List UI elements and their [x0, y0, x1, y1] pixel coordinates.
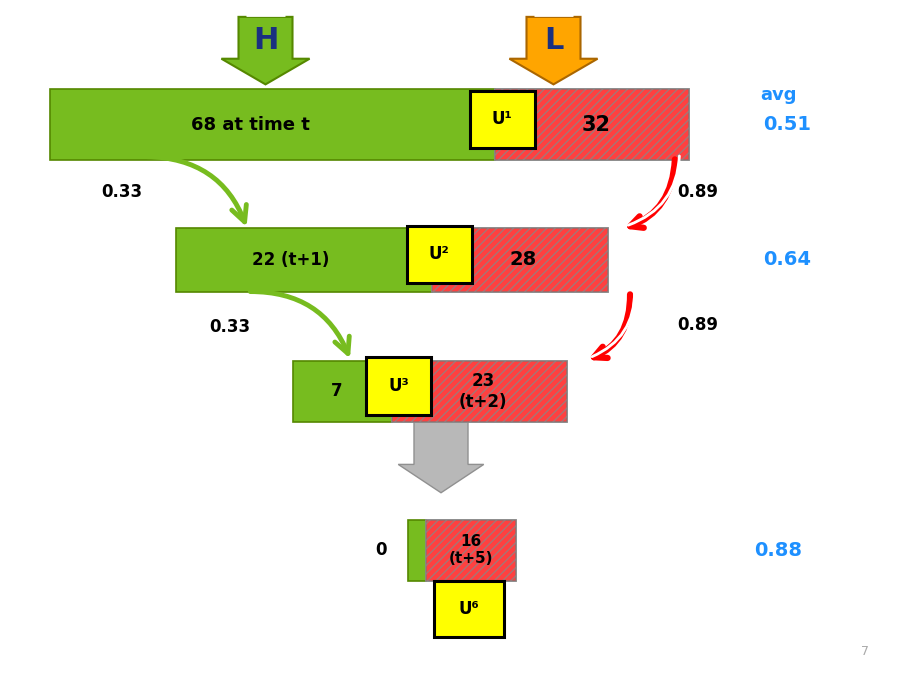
FancyBboxPatch shape [434, 581, 504, 637]
Text: U⁶: U⁶ [458, 600, 480, 618]
Bar [408, 520, 426, 580]
Text: L: L [544, 26, 563, 55]
FancyBboxPatch shape [407, 225, 472, 284]
Bar [176, 228, 432, 292]
FancyArrow shape [398, 418, 484, 493]
Text: 28: 28 [509, 250, 537, 269]
Bar [495, 90, 688, 161]
Text: U³: U³ [388, 377, 410, 395]
Bar [292, 361, 392, 422]
Text: U²: U² [428, 246, 450, 263]
Text: avg: avg [760, 86, 797, 103]
Text: 32: 32 [581, 115, 610, 135]
Text: 7: 7 [331, 383, 343, 400]
FancyBboxPatch shape [366, 358, 431, 414]
Text: U¹: U¹ [491, 111, 513, 128]
Text: 7: 7 [860, 645, 868, 658]
Text: 0.51: 0.51 [763, 115, 811, 134]
Text: 0.89: 0.89 [678, 184, 719, 201]
Bar [50, 90, 495, 161]
Bar [426, 520, 516, 580]
Bar [495, 90, 688, 161]
FancyArrow shape [509, 17, 598, 84]
Text: 23
(t+2): 23 (t+2) [458, 373, 507, 410]
Text: 16
(t+5): 16 (t+5) [448, 534, 493, 566]
Text: 0.33: 0.33 [209, 319, 250, 336]
Bar [426, 520, 516, 580]
Bar [432, 228, 608, 292]
Text: 0: 0 [375, 541, 387, 559]
Text: 68 at time t: 68 at time t [191, 116, 310, 134]
Bar [392, 361, 567, 422]
FancyBboxPatch shape [470, 91, 535, 148]
Bar [432, 228, 608, 292]
Text: 0.33: 0.33 [101, 184, 142, 201]
FancyArrow shape [221, 17, 310, 84]
Text: H: H [253, 26, 278, 55]
Text: 22 (t+1): 22 (t+1) [252, 251, 329, 269]
Text: 0.89: 0.89 [678, 317, 719, 334]
Text: 0.64: 0.64 [763, 250, 811, 269]
Bar [392, 361, 567, 422]
Text: 0.88: 0.88 [754, 541, 802, 560]
